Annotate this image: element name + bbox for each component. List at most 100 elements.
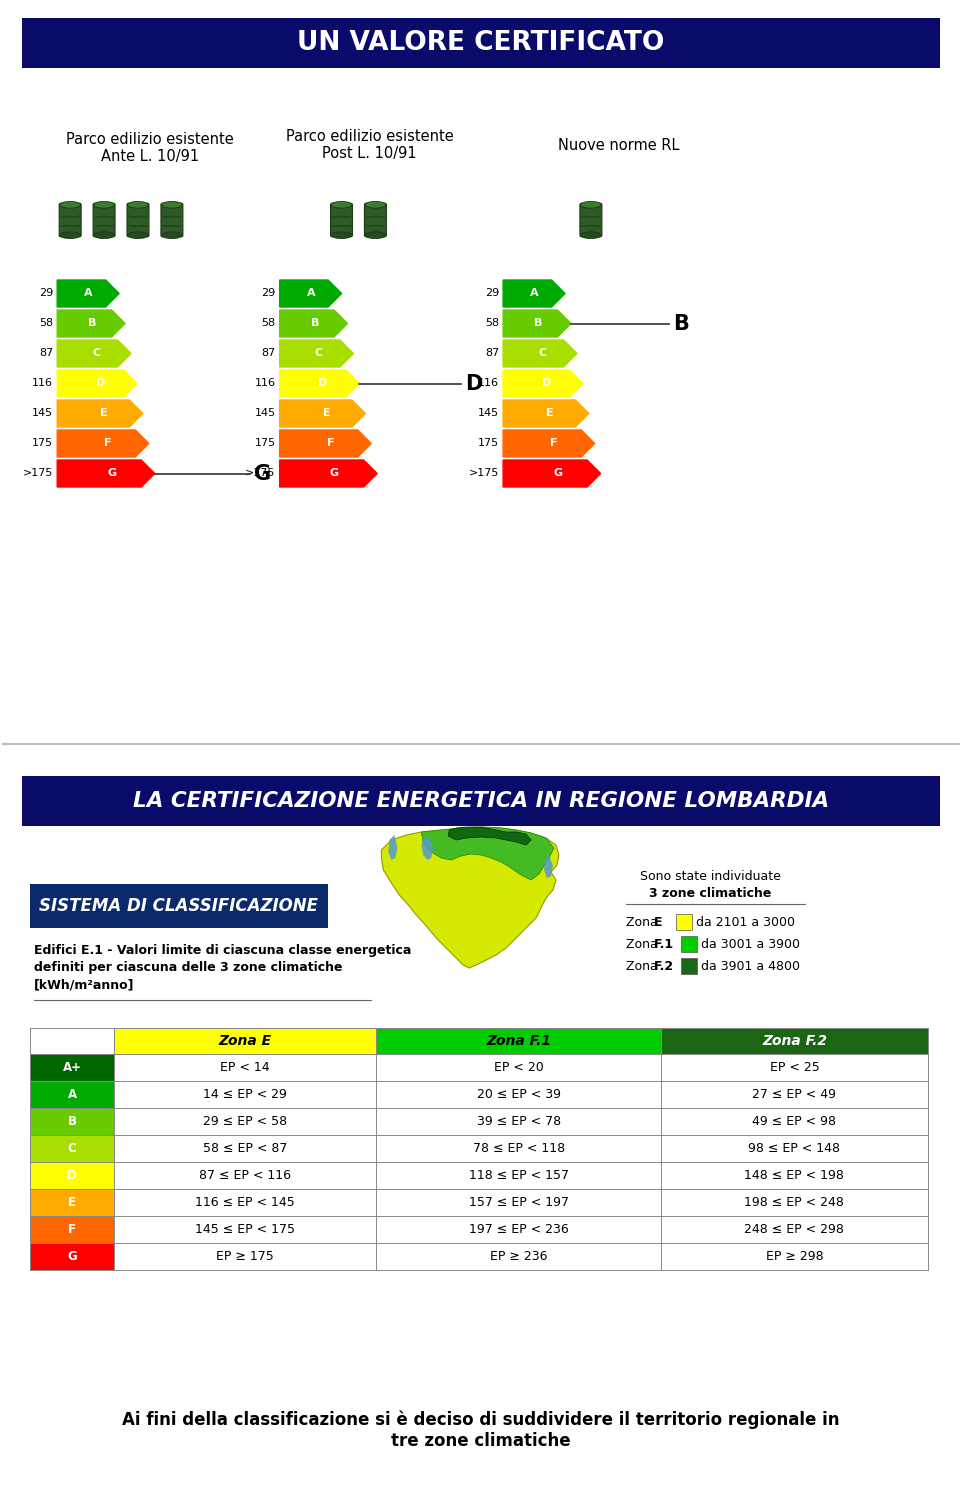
Polygon shape xyxy=(58,401,143,427)
Ellipse shape xyxy=(161,201,182,208)
Text: F: F xyxy=(68,1222,76,1236)
Text: E: E xyxy=(68,1196,76,1209)
Text: Ai fini della classificazione si è deciso di suddividere il territorio regionale: Ai fini della classificazione si è decis… xyxy=(123,1410,840,1450)
Text: Zona F.1: Zona F.1 xyxy=(486,1033,551,1048)
Bar xyxy=(129,225,148,228)
Polygon shape xyxy=(279,430,372,457)
Text: 175: 175 xyxy=(32,438,53,448)
Text: D: D xyxy=(96,378,105,389)
Bar xyxy=(31,884,327,928)
Polygon shape xyxy=(544,855,553,879)
Text: 49 ≤ EP < 98: 49 ≤ EP < 98 xyxy=(753,1115,836,1129)
Text: LA CERTIFICAZIONE ENERGETICA IN REGIONE LOMBARDIA: LA CERTIFICAZIONE ENERGETICA IN REGIONE … xyxy=(133,791,829,812)
Text: EP < 25: EP < 25 xyxy=(770,1062,819,1074)
Text: Parco edilizio esistente
Post L. 10/91: Parco edilizio esistente Post L. 10/91 xyxy=(285,130,453,161)
Bar xyxy=(376,1027,660,1054)
FancyBboxPatch shape xyxy=(60,204,82,237)
Bar xyxy=(332,216,351,217)
Polygon shape xyxy=(279,369,359,398)
Text: 145: 145 xyxy=(32,408,53,418)
Text: 145 ≤ EP < 175: 145 ≤ EP < 175 xyxy=(195,1222,296,1236)
Text: D: D xyxy=(318,378,327,389)
Polygon shape xyxy=(389,835,397,861)
Text: 87: 87 xyxy=(39,348,53,359)
Bar xyxy=(60,225,80,228)
Ellipse shape xyxy=(94,201,114,208)
Polygon shape xyxy=(503,460,601,487)
Ellipse shape xyxy=(128,201,149,208)
Text: 116 ≤ EP < 145: 116 ≤ EP < 145 xyxy=(196,1196,295,1209)
Text: G: G xyxy=(253,463,271,484)
Bar xyxy=(2,0,960,744)
Bar xyxy=(31,1217,114,1243)
Text: 145: 145 xyxy=(254,408,276,418)
Ellipse shape xyxy=(128,232,149,238)
Bar xyxy=(162,225,181,228)
Polygon shape xyxy=(503,339,577,366)
Text: E: E xyxy=(323,408,330,418)
Ellipse shape xyxy=(60,201,81,208)
Bar xyxy=(681,937,697,951)
Text: da 3001 a 3900: da 3001 a 3900 xyxy=(701,938,800,950)
Text: da 3901 a 4800: da 3901 a 4800 xyxy=(701,959,800,972)
Text: 58: 58 xyxy=(39,319,53,329)
Bar xyxy=(31,1135,114,1161)
Polygon shape xyxy=(279,310,348,337)
Text: F.2: F.2 xyxy=(654,959,674,972)
Text: D: D xyxy=(541,378,551,389)
Bar xyxy=(162,216,181,217)
Bar xyxy=(31,1108,114,1135)
Text: G: G xyxy=(553,469,563,478)
Polygon shape xyxy=(421,838,433,861)
Text: EP < 14: EP < 14 xyxy=(221,1062,270,1074)
Polygon shape xyxy=(279,460,377,487)
Text: D: D xyxy=(67,1169,77,1182)
Polygon shape xyxy=(58,430,149,457)
Text: EP ≥ 175: EP ≥ 175 xyxy=(216,1249,275,1263)
Text: G: G xyxy=(329,469,339,478)
Bar xyxy=(60,216,80,217)
Text: Nuove norme RL: Nuove norme RL xyxy=(558,137,680,152)
Text: 58: 58 xyxy=(261,319,276,329)
Ellipse shape xyxy=(331,201,352,208)
Text: >175: >175 xyxy=(246,469,276,478)
Text: 29: 29 xyxy=(39,289,53,298)
Ellipse shape xyxy=(581,232,601,238)
Text: da 2101 a 3000: da 2101 a 3000 xyxy=(696,916,795,929)
Text: Edifici E.1 - Valori limite di ciascuna classe energetica: Edifici E.1 - Valori limite di ciascuna … xyxy=(35,944,412,957)
Text: 116: 116 xyxy=(254,378,276,389)
Text: UN VALORE CERTIFICATO: UN VALORE CERTIFICATO xyxy=(298,30,665,57)
Text: Zona: Zona xyxy=(626,959,661,972)
Polygon shape xyxy=(58,369,137,398)
Text: A: A xyxy=(84,289,93,298)
FancyBboxPatch shape xyxy=(365,204,386,237)
Text: 248 ≤ EP < 298: 248 ≤ EP < 298 xyxy=(744,1222,845,1236)
Polygon shape xyxy=(58,280,119,307)
Ellipse shape xyxy=(60,232,81,238)
Text: Zona E: Zona E xyxy=(219,1033,272,1048)
Text: B: B xyxy=(673,314,688,334)
Text: 58 ≤ EP < 87: 58 ≤ EP < 87 xyxy=(204,1142,287,1155)
Text: 39 ≤ EP < 78: 39 ≤ EP < 78 xyxy=(476,1115,561,1129)
Polygon shape xyxy=(421,826,554,880)
Text: definiti per ciascuna delle 3 zone climatiche: definiti per ciascuna delle 3 zone clima… xyxy=(35,960,343,974)
Text: 20 ≤ EP < 39: 20 ≤ EP < 39 xyxy=(476,1088,561,1100)
Ellipse shape xyxy=(581,201,601,208)
Text: Parco edilizio esistente
Ante L. 10/91: Parco edilizio esistente Ante L. 10/91 xyxy=(66,133,234,164)
FancyBboxPatch shape xyxy=(93,204,115,237)
FancyBboxPatch shape xyxy=(127,204,149,237)
Polygon shape xyxy=(503,401,588,427)
Bar xyxy=(366,216,385,217)
Polygon shape xyxy=(503,430,594,457)
Text: Zona: Zona xyxy=(626,916,661,929)
Ellipse shape xyxy=(365,201,386,208)
Text: F: F xyxy=(550,438,558,448)
Text: 78 ≤ EP < 118: 78 ≤ EP < 118 xyxy=(472,1142,564,1155)
Bar xyxy=(22,18,940,68)
Text: 29: 29 xyxy=(261,289,276,298)
Text: F: F xyxy=(105,438,111,448)
Polygon shape xyxy=(381,826,559,968)
Text: A: A xyxy=(307,289,316,298)
Bar xyxy=(31,1161,114,1190)
Text: 118 ≤ EP < 157: 118 ≤ EP < 157 xyxy=(468,1169,568,1182)
